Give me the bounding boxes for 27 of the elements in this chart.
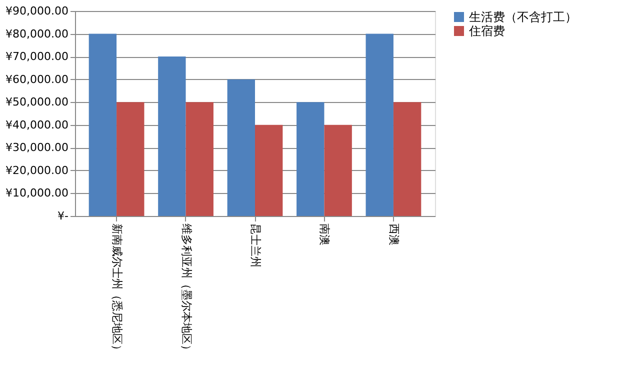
- y-tick-label: ¥-: [58, 210, 69, 222]
- y-tick-label: ¥40,000.00: [6, 118, 68, 132]
- y-tick-label: ¥10,000.00: [6, 186, 68, 200]
- x-tick-label: 新南威尔士州（悉尼地区）: [110, 224, 124, 356]
- y-tick-label: ¥50,000.00: [6, 96, 68, 109]
- y-tick-label: ¥20,000.00: [6, 164, 68, 177]
- x-tick-label: 昆士兰州: [249, 224, 262, 268]
- x-tick-label: 西澳: [387, 224, 400, 246]
- bar: [186, 102, 214, 216]
- bar: [116, 102, 144, 216]
- bar: [88, 34, 117, 216]
- y-tick-label: ¥90,000.00: [6, 4, 68, 18]
- y-tick-label: ¥80,000.00: [6, 27, 68, 40]
- bar: [393, 102, 422, 216]
- y-tick-label: ¥70,000.00: [6, 50, 68, 64]
- y-tick-label: ¥60,000.00: [6, 72, 68, 86]
- bar: [366, 34, 394, 216]
- bar: [255, 124, 283, 216]
- y-tick-label: ¥30,000.00: [6, 141, 68, 154]
- x-tick-label: 南澳: [318, 224, 332, 246]
- bar: [158, 56, 186, 216]
- x-tick-label: 维多利亚州（墨尔本地区）: [180, 224, 193, 356]
- bar: [227, 79, 255, 216]
- legend-label: 生活费（不含打工）: [469, 10, 577, 24]
- bar: [296, 102, 324, 216]
- legend-label: 住宿费: [468, 24, 505, 38]
- bar: [324, 124, 352, 216]
